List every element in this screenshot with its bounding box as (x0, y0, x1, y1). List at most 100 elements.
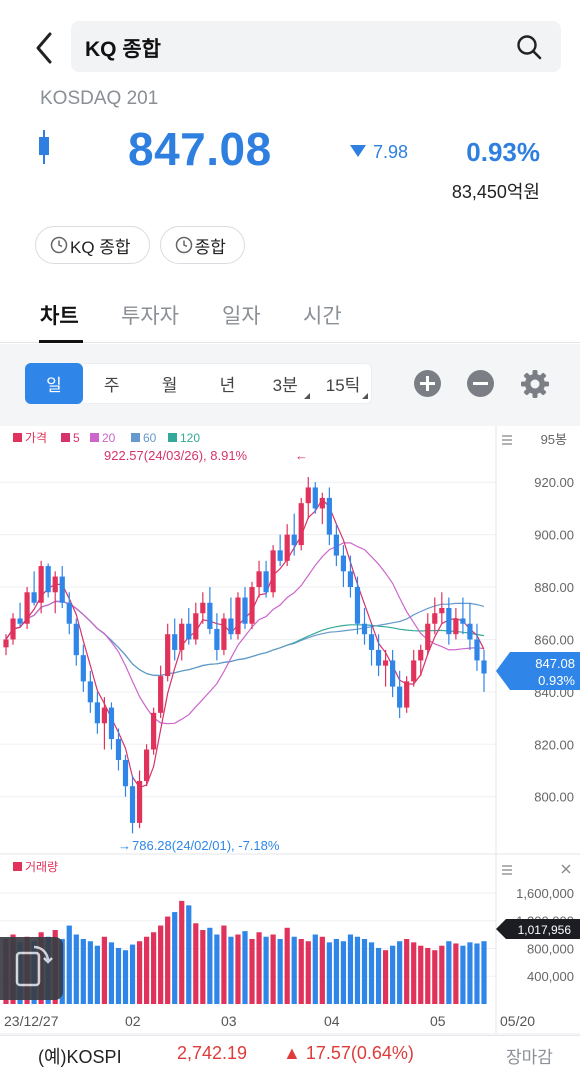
tab-investor[interactable]: 투자자 (121, 305, 179, 328)
zoom-in-icon[interactable] (414, 370, 441, 397)
period-3min[interactable]: 3분 (256, 363, 314, 404)
clock-icon (175, 236, 192, 254)
volume-bar (129, 944, 136, 1004)
period-week[interactable]: 주 (103, 376, 120, 395)
volume-menu-icon[interactable] (502, 865, 512, 875)
volume-bar (291, 936, 297, 1004)
candle-body (94, 702, 100, 724)
volume-bar (375, 947, 382, 1004)
volume-tick-label: 400,000 (527, 969, 574, 984)
x-label-4: 05 (430, 1013, 446, 1029)
zoom-out-icon[interactable] (467, 370, 494, 397)
volume-bar (214, 934, 220, 1004)
rotate-screen-button[interactable] (0, 937, 63, 1000)
tab-chart[interactable]: 차트 (40, 305, 79, 328)
volume-bar (186, 905, 192, 1004)
ma20-line (5, 542, 485, 725)
candle-body (460, 618, 466, 624)
stock-chart[interactable]: 가격 5 20 60 120 95봉 800.00820.00840.00860… (0, 426, 580, 1033)
volume-bar (319, 936, 325, 1004)
volume-bar (354, 936, 361, 1004)
candle-body (158, 676, 164, 713)
clock-icon (50, 236, 68, 254)
candle-body (453, 618, 459, 635)
price-tick-label: 860.00 (534, 632, 574, 647)
candle-body (432, 613, 438, 624)
volume-bar (425, 947, 431, 1004)
x-label-2: 03 (221, 1013, 237, 1029)
volume-bar (333, 938, 339, 1004)
period-month[interactable]: 월 (161, 376, 178, 395)
candle-body (411, 660, 417, 682)
top-bar: KQ 종합 (0, 0, 580, 92)
bottom-ticker[interactable]: (예)KOSPI 2,742.19 ▲ 17.57(0.64%) 장마감 (0, 1035, 580, 1070)
search-box[interactable]: KQ 종합 (71, 21, 561, 72)
candle-body (73, 623, 79, 656)
period-day[interactable]: 일 (25, 363, 83, 404)
candle-body (333, 534, 339, 556)
volume-bar (221, 925, 227, 1004)
trade-amount: 83,450억원 (451, 182, 540, 202)
search-icon[interactable] (515, 33, 543, 61)
volume-bar (467, 942, 473, 1004)
volume-bar (418, 945, 424, 1004)
volume-bar (73, 934, 79, 1004)
period-15tick[interactable]: 15틱 (314, 363, 372, 404)
candle-body (284, 534, 290, 561)
candle-body (390, 660, 396, 687)
volume-bar (122, 950, 129, 1004)
chart-legend: 가격 5 20 60 120 (13, 431, 200, 445)
legend-ma120-swatch (168, 433, 177, 442)
candle-body (17, 618, 23, 624)
candle-body (101, 707, 108, 724)
market-status: 장마감 (506, 1048, 553, 1067)
search-query[interactable]: KQ 종합 (85, 38, 161, 61)
candle-body (312, 487, 318, 509)
volume-bar (256, 932, 262, 1004)
ticker-value: 2,742.19 (177, 1043, 248, 1063)
tab-daily[interactable]: 일자 (222, 305, 261, 328)
candle-body (368, 634, 375, 650)
gear-icon[interactable] (520, 369, 550, 399)
candle-body (38, 566, 44, 603)
menu-icon[interactable] (502, 435, 512, 445)
candle-body (277, 550, 283, 561)
price-change-pct: 0.93% (466, 137, 540, 167)
tab-time[interactable]: 시간 (303, 305, 342, 328)
candle-body (404, 681, 410, 708)
volume-bar (326, 942, 332, 1004)
candle-body (425, 623, 431, 650)
candle-body (326, 497, 332, 535)
candle-body (115, 739, 122, 760)
legend-ma60-swatch (131, 433, 140, 442)
price-tick-label: 800.00 (534, 790, 574, 805)
candle-body (397, 686, 403, 708)
chart-grid (0, 481, 496, 977)
volume-bar (312, 934, 318, 1004)
volume-close-icon[interactable] (561, 864, 571, 874)
back-arrow-icon[interactable] (30, 28, 60, 68)
volume-bar (432, 950, 438, 1004)
dropdown-corner-icon (361, 393, 368, 399)
volume-bar (263, 936, 269, 1004)
candle-body (122, 760, 129, 787)
volume-bar (228, 936, 234, 1004)
last-pct-label: 0.93% (538, 673, 575, 688)
candle-body (382, 660, 389, 666)
chart-panel[interactable]: 가격 5 20 60 120 95봉 800.00 820.00 840.00 860… (0, 426, 580, 1033)
chip-kq-composite[interactable]: KQ 종합 (35, 226, 150, 264)
period-year[interactable]: 년 (219, 376, 236, 395)
candle-body (45, 566, 51, 593)
candle-body (172, 634, 178, 650)
candle-body (10, 618, 16, 640)
chip-composite[interactable]: 종합 (159, 226, 245, 264)
volume-bar (347, 934, 354, 1004)
x-label-1: 02 (125, 1013, 141, 1029)
current-price: 847.08 (128, 123, 272, 175)
candle-body (375, 649, 382, 666)
volume-tick-label: 1,600,000 (516, 886, 574, 901)
volume-bar (87, 941, 93, 1004)
down-triangle-icon (350, 145, 366, 157)
candle-body (66, 602, 72, 624)
legend-price-swatch (13, 433, 22, 442)
